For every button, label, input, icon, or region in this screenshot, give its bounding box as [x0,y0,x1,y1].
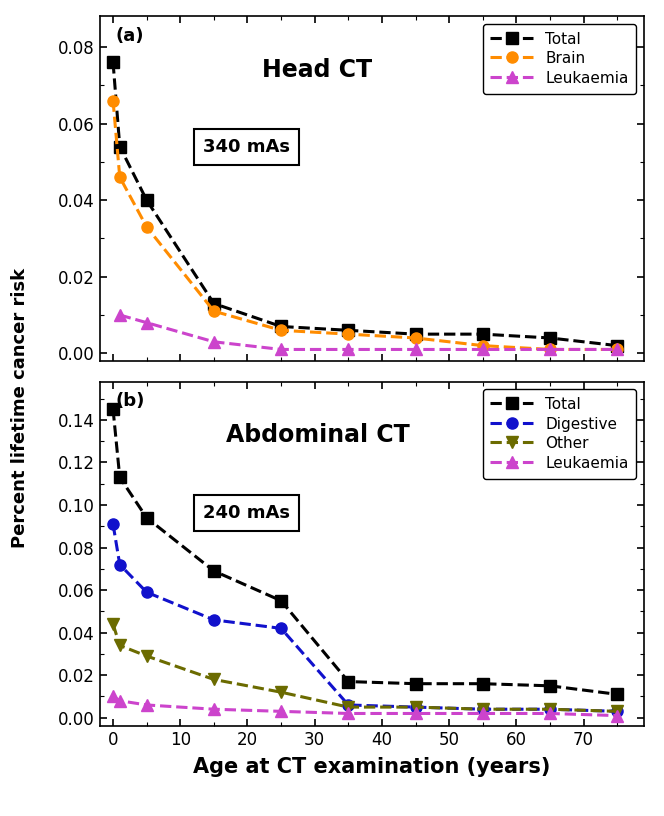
Legend: Total, Digestive, Other, Leukaemia: Total, Digestive, Other, Leukaemia [483,389,636,478]
Line: Digestive: Digestive [108,519,623,717]
Line: Other: Other [108,619,623,717]
Other [143,651,151,661]
Leukaemia [116,696,124,706]
Other [277,687,285,697]
Digestive [614,707,622,716]
Leukaemia [210,704,218,714]
Leukaemia [412,708,420,718]
Total [546,681,554,690]
Digestive [116,560,124,570]
Total [210,566,218,576]
Total [277,322,285,331]
Text: (a): (a) [116,27,145,45]
Total [116,142,124,152]
Text: (b): (b) [116,392,145,410]
Total [412,329,420,339]
Brain [109,95,117,105]
Total [546,333,554,343]
Digestive [210,615,218,625]
Brain [614,344,622,354]
Digestive [345,700,353,710]
Leukaemia [546,708,554,718]
X-axis label: Age at CT examination (years): Age at CT examination (years) [193,757,550,778]
Brain [546,344,554,354]
Total [116,472,124,482]
Leukaemia [143,317,151,327]
Other [109,619,117,629]
Line: Leukaemia: Leukaemia [114,309,623,355]
Total [109,405,117,415]
Line: Leukaemia: Leukaemia [108,691,623,721]
Total [210,299,218,308]
Total [143,513,151,523]
Total [479,679,487,689]
Digestive [479,704,487,714]
Text: Abdominal CT: Abdominal CT [226,423,409,447]
Leukaemia [479,708,487,718]
Other [210,675,218,685]
Digestive [546,704,554,714]
Text: Percent lifetime cancer risk: Percent lifetime cancer risk [11,268,29,548]
Other [345,703,353,712]
Leukaemia [614,711,622,721]
Digestive [277,623,285,633]
Leukaemia [614,344,622,354]
Leukaemia [210,337,218,347]
Other [546,704,554,714]
Brain [210,306,218,316]
Digestive [109,519,117,529]
Brain [412,333,420,343]
Line: Total: Total [108,57,623,351]
Total [345,676,353,686]
Leukaemia [116,310,124,320]
Line: Total: Total [108,404,623,700]
Brain [479,341,487,351]
Line: Brain: Brain [108,95,623,355]
Leukaemia [345,344,353,354]
Total [614,690,622,699]
Digestive [143,588,151,597]
Other [412,703,420,712]
Total [143,195,151,205]
Brain [143,222,151,232]
Total [109,57,117,67]
Leukaemia [345,708,353,718]
Brain [345,329,353,339]
Leukaemia [109,692,117,702]
Other [614,707,622,716]
Leukaemia [479,344,487,354]
Brain [277,326,285,335]
Total [479,329,487,339]
Total [345,326,353,335]
Leukaemia [546,344,554,354]
Text: 340 mAs: 340 mAs [203,138,290,157]
Total [614,341,622,351]
Brain [116,172,124,182]
Leukaemia [277,707,285,716]
Leukaemia [143,700,151,710]
Other [116,641,124,650]
Text: 240 mAs: 240 mAs [203,503,290,521]
Other [479,704,487,714]
Leukaemia [277,344,285,354]
Legend: Total, Brain, Leukaemia: Total, Brain, Leukaemia [483,24,636,94]
Total [412,679,420,689]
Digestive [412,703,420,712]
Total [277,596,285,605]
Leukaemia [412,344,420,354]
Text: Head CT: Head CT [262,58,373,82]
